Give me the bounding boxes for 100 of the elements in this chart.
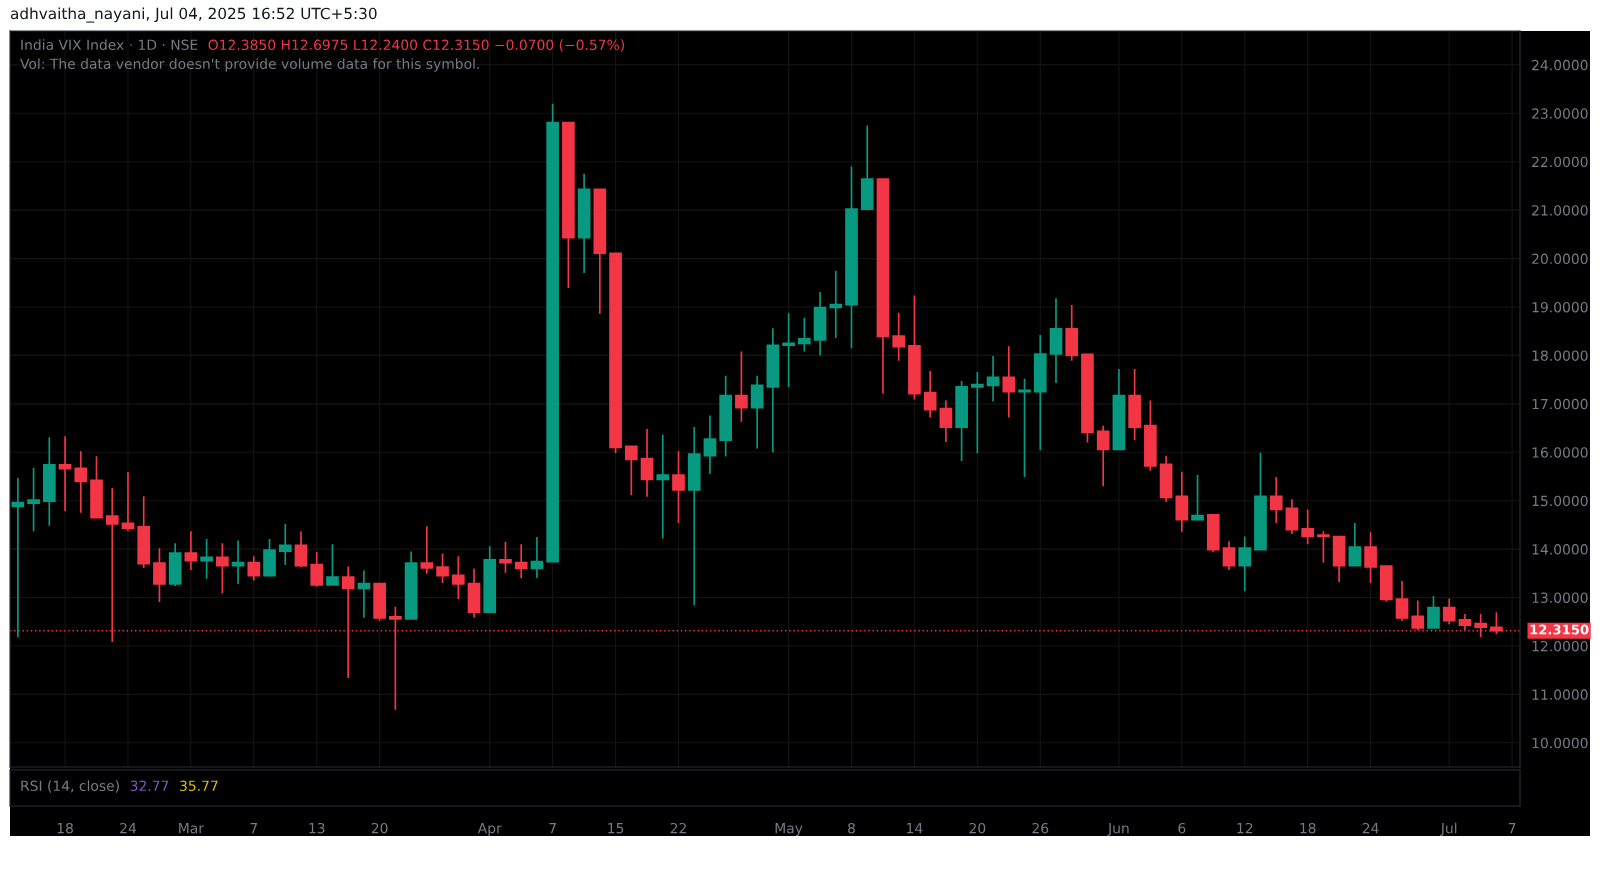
candlestick — [1348, 522, 1362, 567]
annotation: India VIX Index · 1D · NSE — [21, 39, 198, 51]
candlestick — [1144, 399, 1157, 472]
candlestick — [1427, 595, 1440, 629]
candlestick — [1269, 476, 1283, 524]
candlestick — [735, 350, 748, 423]
x-tick-label: 15 — [608, 823, 624, 834]
candlestick — [1065, 304, 1079, 362]
candlestick — [1002, 345, 1016, 419]
y-tick-label: 12.0000 — [1532, 640, 1588, 652]
candlestick — [908, 294, 921, 401]
candlestick — [451, 555, 465, 600]
candlestick — [687, 426, 701, 607]
candlestick — [656, 433, 670, 540]
candlestick — [514, 543, 528, 579]
y-tick-label: 15.0000 — [1532, 495, 1588, 507]
candlestick — [58, 435, 72, 513]
y-tick-label: 11.0000 — [1532, 689, 1588, 700]
candlestick — [90, 455, 103, 520]
candlestick — [420, 525, 434, 575]
candlestick — [1301, 508, 1314, 546]
candlestick — [1128, 368, 1141, 441]
x-tick-label: 26 — [1032, 822, 1049, 834]
candlestick — [1395, 580, 1409, 622]
candlestick — [845, 165, 858, 349]
text: RSI (14, close) — [21, 780, 119, 793]
y-tick-label: 21.0000 — [1532, 205, 1588, 216]
candlestick — [11, 477, 25, 639]
candlestick — [892, 311, 906, 362]
x-tick-label: 22 — [670, 822, 686, 834]
candlestick — [577, 173, 591, 274]
y-tick-label: 19.0000 — [1532, 301, 1588, 313]
candlestick — [278, 523, 292, 566]
candlestick — [294, 530, 308, 568]
x-tick-label: 12 — [1237, 822, 1253, 834]
x-tick-label: 18 — [1300, 822, 1316, 834]
y-tick-label: 18.0000 — [1532, 350, 1588, 361]
candlestick — [860, 124, 874, 211]
candlestick — [310, 551, 324, 588]
candlestick — [955, 380, 968, 462]
candlestick — [74, 450, 88, 514]
x-tick-label: 14 — [907, 823, 923, 834]
candlestick — [373, 582, 386, 622]
y-tick-label: 22.0000 — [1532, 156, 1588, 168]
candlestick — [341, 565, 355, 679]
candlestick — [404, 550, 418, 620]
candlestick — [184, 530, 198, 571]
y-tick-label: 16.0000 — [1532, 447, 1588, 458]
x-tick-label: Apr — [477, 823, 502, 837]
x-tick-label: 24 — [1362, 822, 1379, 834]
candlestick — [766, 327, 780, 454]
x-tick-label: 24 — [120, 822, 137, 834]
candlestick — [640, 428, 654, 498]
x-tick-label: 8 — [848, 822, 855, 834]
candlestick — [971, 371, 984, 455]
candlestick — [782, 312, 795, 388]
x-tick-label: 13 — [309, 822, 325, 834]
candlestick — [1254, 451, 1267, 551]
candlestick — [1206, 512, 1220, 553]
candlestick — [247, 555, 261, 582]
candlestick — [153, 547, 166, 603]
candlestick — [1474, 613, 1488, 639]
y-tick-label: 24.0000 — [1532, 59, 1588, 71]
annotation: Vol: The data vendor doesn't provide volume data for this symbol. — [20, 58, 479, 72]
candlestick — [326, 543, 339, 586]
x-tick-label: 20 — [371, 822, 388, 834]
candlestick — [624, 445, 638, 497]
candlestick — [609, 252, 622, 455]
candlestick — [1442, 597, 1456, 625]
x-tick-label: 6 — [1178, 822, 1186, 834]
candlestick — [1317, 530, 1330, 564]
y-tick-label: 23.0000 — [1532, 108, 1588, 119]
candlestick — [42, 436, 56, 527]
text: 32.77 — [130, 780, 169, 792]
candlestick — [200, 538, 213, 580]
ref-line-label: 12.3150 — [1530, 624, 1589, 635]
candlestick — [923, 370, 937, 419]
candlestick — [263, 538, 276, 577]
candlestick — [829, 269, 843, 339]
candlestick — [813, 291, 827, 357]
candlestick — [1238, 535, 1252, 593]
x-tick-label: 18 — [57, 822, 73, 834]
candlestick — [1033, 334, 1047, 452]
candlestick — [1364, 531, 1377, 584]
candlestick — [1222, 540, 1236, 571]
candlestick — [1049, 297, 1063, 384]
x-tick-label: 7 — [1508, 823, 1516, 834]
y-tick-label: 17.0000 — [1532, 398, 1588, 410]
candlestick — [1379, 565, 1393, 603]
y-tick-label: 20.0000 — [1532, 253, 1588, 265]
candlestick — [467, 567, 481, 619]
candlestick — [593, 188, 607, 315]
candlestick — [499, 541, 512, 574]
candlestick — [1175, 470, 1189, 533]
candlestick — [483, 545, 497, 613]
x-tick-label: Mar — [179, 823, 204, 834]
candlestick — [1191, 474, 1204, 521]
candlestick — [797, 316, 811, 353]
candlestick — [1159, 454, 1173, 503]
candlestick — [436, 552, 449, 584]
